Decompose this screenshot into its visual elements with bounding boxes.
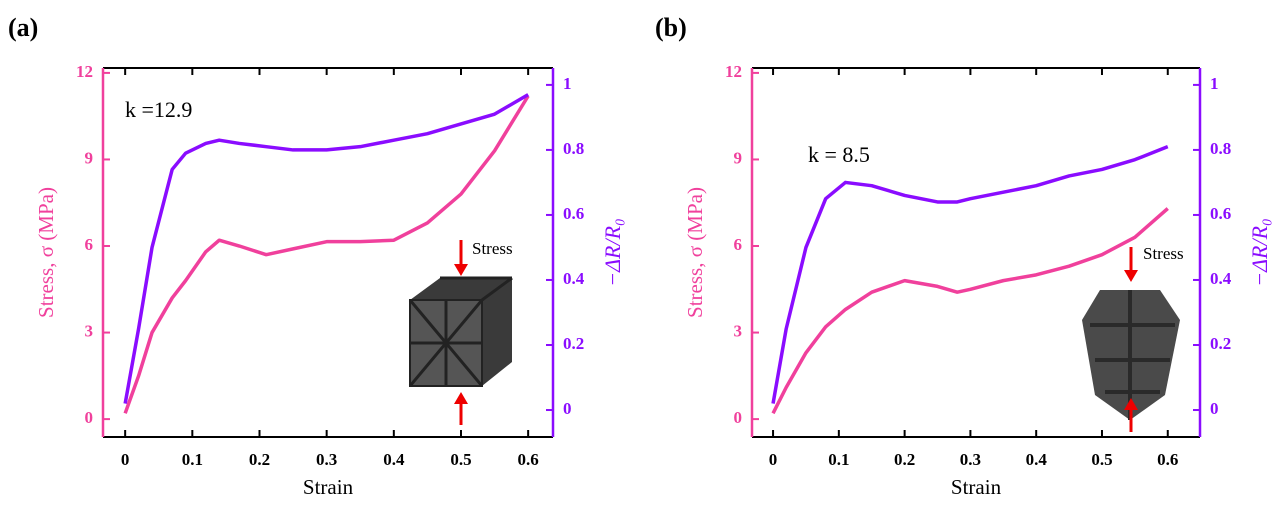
- y-tick-label: 6: [734, 235, 743, 254]
- y2-tick-label: 0.4: [1210, 269, 1232, 288]
- y-tick-label: 3: [734, 321, 743, 340]
- y2-tick-label: 0.8: [1210, 139, 1231, 158]
- y2-tick-label: 0: [563, 399, 572, 418]
- y-tick-label: 9: [734, 148, 743, 167]
- x-tick-label: 0.4: [383, 450, 405, 469]
- y2-tick-label: 0.6: [563, 204, 584, 223]
- annotation: Stress: [472, 239, 513, 258]
- y2-tick-label: 0.8: [563, 139, 584, 158]
- y-tick-label: 0: [734, 408, 743, 427]
- y2-tick-label: 0.4: [563, 269, 585, 288]
- x-axis-label: Strain: [951, 475, 1002, 499]
- y2-tick-label: 0.2: [563, 334, 584, 353]
- x-tick-label: 0.6: [518, 450, 539, 469]
- x-tick-label: 0.1: [182, 450, 203, 469]
- specimen-a: [410, 240, 512, 425]
- x-tick-label: 0.3: [316, 450, 337, 469]
- x-tick-label: 0.5: [1091, 450, 1112, 469]
- panel-title: (b): [655, 13, 687, 42]
- x-tick-label: 0.6: [1157, 450, 1178, 469]
- y2-tick-label: 0: [1210, 399, 1219, 418]
- x-tick-label: 0.2: [894, 450, 915, 469]
- y-tick-label: 12: [725, 62, 742, 81]
- annotation: k =12.9: [125, 97, 192, 122]
- figure: (a) 0 0.1 0.2 0.3 0.4 0.5 0.6 0 3 6 9 12 0 0.2 0.4 0.6 0.…: [0, 0, 1287, 506]
- x-axis-label: Strain: [303, 475, 354, 499]
- panel-title: (a): [8, 13, 38, 42]
- y2-tick-label: 0.2: [1210, 334, 1231, 353]
- annotation: k = 8.5: [808, 142, 870, 167]
- y2-axis-label: −ΔR/R₀: [1247, 218, 1272, 286]
- y-tick-label: 6: [85, 235, 94, 254]
- x-tick-label: 0.2: [249, 450, 270, 469]
- x-tick-label: 0.3: [960, 450, 981, 469]
- y2-tick-label: 0.6: [1210, 204, 1231, 223]
- y-axis-label: Stress, σ (MPa): [683, 187, 707, 318]
- x-tick-label: 0.1: [828, 450, 849, 469]
- y2-axis-label: −ΔR/R₀: [600, 218, 625, 286]
- x-tick-label: 0: [769, 450, 778, 469]
- y-tick-label: 12: [76, 62, 93, 81]
- y-tick-label: 0: [85, 408, 94, 427]
- specimen-b: [1082, 247, 1180, 432]
- annotation: Stress: [1143, 244, 1184, 263]
- x-tick-label: 0.4: [1026, 450, 1048, 469]
- x-tick-label: 0.5: [450, 450, 471, 469]
- y-tick-label: 9: [85, 148, 94, 167]
- y2-tick-label: 1: [563, 74, 572, 93]
- y-tick-label: 3: [85, 321, 94, 340]
- x-tick-label: 0: [121, 450, 130, 469]
- y2-tick-label: 1: [1210, 74, 1219, 93]
- y-axis-label: Stress, σ (MPa): [34, 187, 58, 318]
